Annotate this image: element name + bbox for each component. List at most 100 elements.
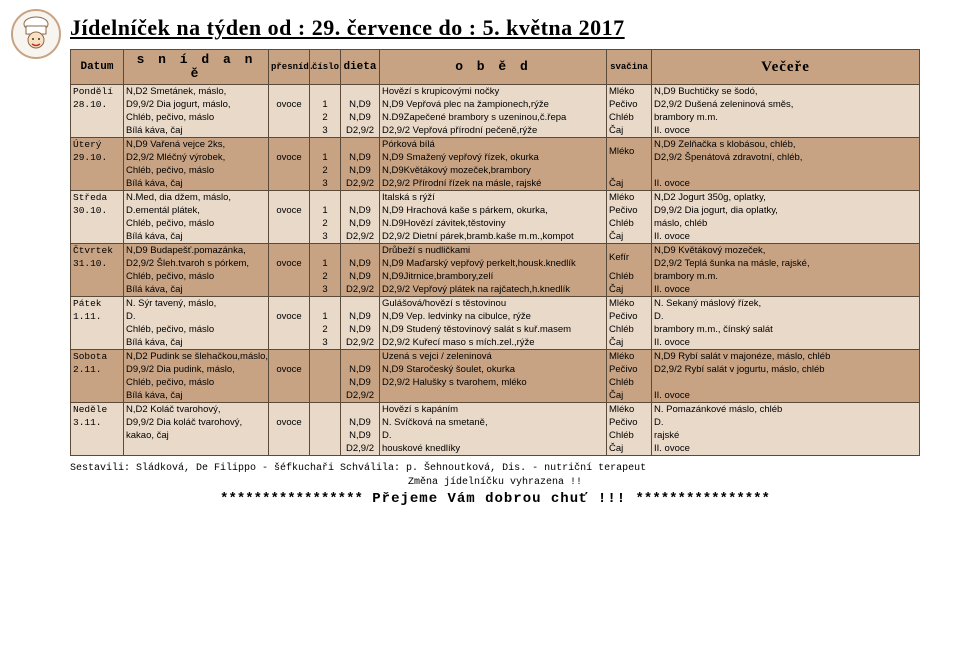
- svacina-cell: Chléb: [607, 376, 652, 389]
- date-cell: [71, 283, 124, 297]
- cislo-cell: [310, 350, 341, 364]
- hdr-datum: Datum: [71, 50, 124, 85]
- cislo-cell: [310, 442, 341, 456]
- cislo-cell: 1: [310, 98, 341, 111]
- stars-right: ****************: [636, 491, 770, 507]
- svacina-cell: [607, 164, 652, 177]
- snidane-cell: Chléb, pečivo, máslo: [124, 376, 269, 389]
- snidane-cell: N,D2 Koláč tvarohový,: [124, 403, 269, 417]
- cislo-cell: 2: [310, 111, 341, 124]
- date-cell: [71, 429, 124, 442]
- obed-cell: N,D9Jitrnice,brambory,zelí: [380, 270, 607, 283]
- date-cell: Sobota: [71, 350, 124, 364]
- presnid-cell: [269, 85, 310, 99]
- table-row: StředaN.Med, dia džem, máslo,Italská s r…: [71, 191, 920, 205]
- obed-cell: [380, 389, 607, 403]
- svacina-cell: Pečivo: [607, 363, 652, 376]
- cislo-cell: 2: [310, 217, 341, 230]
- presnid-cell: [269, 297, 310, 311]
- vecere-cell: D9,9/2 Dia jogurt, dia oplatky,: [652, 204, 920, 217]
- obed-cell: N,D9 Smažený vepřový řízek, okurka: [380, 151, 607, 164]
- table-row: 2.11.D9,9/2 Dia pudink, máslo,ovoceN,D9N…: [71, 363, 920, 376]
- obed-cell: Uzená s vejci / zeleninová: [380, 350, 607, 364]
- snidane-cell: Bílá káva, čaj: [124, 336, 269, 350]
- cislo-cell: 1: [310, 310, 341, 323]
- date-cell: 29.10.: [71, 151, 124, 164]
- table-row: PondělíN,D2 Smetánek, máslo,Hovězí s kru…: [71, 85, 920, 99]
- vecere-cell: [652, 376, 920, 389]
- dieta-cell: [341, 350, 380, 364]
- cislo-cell: 3: [310, 124, 341, 138]
- obed-cell: D.: [380, 429, 607, 442]
- dieta-cell: N,D9: [341, 323, 380, 336]
- date-cell: 28.10.: [71, 98, 124, 111]
- snidane-cell: Bílá káva, čaj: [124, 230, 269, 244]
- table-row: Chléb, pečivo, máslo2N,D9N,D9 Studený tě…: [71, 323, 920, 336]
- cislo-cell: [310, 244, 341, 258]
- svacina-cell: Chléb: [607, 323, 652, 336]
- cislo-cell: 1: [310, 151, 341, 164]
- presnid-cell: ovoce: [269, 204, 310, 217]
- vecere-cell: N. Sekaný máslový řízek,: [652, 297, 920, 311]
- table-row: ČtvrtekN,D9 Budapešť.pomazánka,Drůbeží s…: [71, 244, 920, 258]
- presnid-cell: [269, 124, 310, 138]
- presnid-cell: [269, 191, 310, 205]
- date-cell: [71, 270, 124, 283]
- snidane-cell: N.Med, dia džem, máslo,: [124, 191, 269, 205]
- date-cell: [71, 230, 124, 244]
- date-cell: Pondělí: [71, 85, 124, 99]
- svacina-cell: Čaj: [607, 389, 652, 403]
- snidane-cell: Chléb, pečivo, máslo: [124, 164, 269, 177]
- cislo-cell: 2: [310, 164, 341, 177]
- svacina-cell: Mléko: [607, 85, 652, 99]
- snidane-cell: N,D2 Smetánek, máslo,: [124, 85, 269, 99]
- presnid-cell: ovoce: [269, 257, 310, 270]
- vecere-cell: brambory m.m.: [652, 111, 920, 124]
- hdr-snidane: s n í d a n ě: [124, 50, 269, 85]
- svacina-cell: Pečivo: [607, 98, 652, 111]
- dieta-cell: N,D9: [341, 111, 380, 124]
- svacina-cell: Mléko: [607, 350, 652, 364]
- cislo-cell: [310, 191, 341, 205]
- snidane-cell: D9,9/2 Dia koláč tvarohový,: [124, 416, 269, 429]
- svacina-cell: Mléko: [607, 138, 652, 165]
- table-row: Chléb, pečivo, máslo2N,D9N.D9Hovězí závi…: [71, 217, 920, 230]
- obed-cell: D2,9/2 Vepřový plátek na rajčatech,h.kne…: [380, 283, 607, 297]
- table-row: ÚterýN,D9 Vařená vejce 2ks,Pórková bíláM…: [71, 138, 920, 152]
- snidane-cell: Bílá káva, čaj: [124, 177, 269, 191]
- cislo-cell: 3: [310, 336, 341, 350]
- cislo-cell: 1: [310, 204, 341, 217]
- header-row: Datum s n í d a n ě přesníd. číslo dieta…: [71, 50, 920, 85]
- dieta-cell: D2,9/2: [341, 389, 380, 403]
- obed-cell: Pórková bílá: [380, 138, 607, 152]
- dieta-cell: N,D9: [341, 363, 380, 376]
- date-cell: [71, 177, 124, 191]
- cislo-cell: [310, 376, 341, 389]
- presnid-cell: [269, 376, 310, 389]
- dieta-cell: N,D9: [341, 98, 380, 111]
- table-row: Bílá káva, čaj3D2,9/2D2,9/2 Přírodní říz…: [71, 177, 920, 191]
- dieta-cell: D2,9/2: [341, 124, 380, 138]
- svacina-cell: Čaj: [607, 124, 652, 138]
- dieta-cell: [341, 403, 380, 417]
- presnid-cell: [269, 323, 310, 336]
- obed-cell: Drůbeží s nudličkami: [380, 244, 607, 258]
- date-cell: Pátek: [71, 297, 124, 311]
- svacina-cell: Mléko: [607, 191, 652, 205]
- obed-cell: Hovězí s kapáním: [380, 403, 607, 417]
- hdr-cislo: číslo: [310, 50, 341, 85]
- snidane-cell: N,D2 Pudink se šlehačkou,máslo,: [124, 350, 269, 364]
- presnid-cell: [269, 350, 310, 364]
- presnid-cell: [269, 442, 310, 456]
- dieta-cell: [341, 85, 380, 99]
- vecere-cell: II. ovoce: [652, 230, 920, 244]
- obed-cell: Italská s rýží: [380, 191, 607, 205]
- dieta-cell: D2,9/2: [341, 230, 380, 244]
- dieta-cell: N,D9: [341, 270, 380, 283]
- vecere-cell: II. ovoce: [652, 389, 920, 403]
- table-row: 3.11.D9,9/2 Dia koláč tvarohový,ovoceN,D…: [71, 416, 920, 429]
- obed-cell: Gulášová/hovězí s těstovinou: [380, 297, 607, 311]
- vecere-cell: D2,9/2 Teplá šunka na másle, rajské,: [652, 257, 920, 270]
- snidane-cell: D2,9/2 Mléčný výrobek,: [124, 151, 269, 164]
- svacina-cell: Mléko: [607, 403, 652, 417]
